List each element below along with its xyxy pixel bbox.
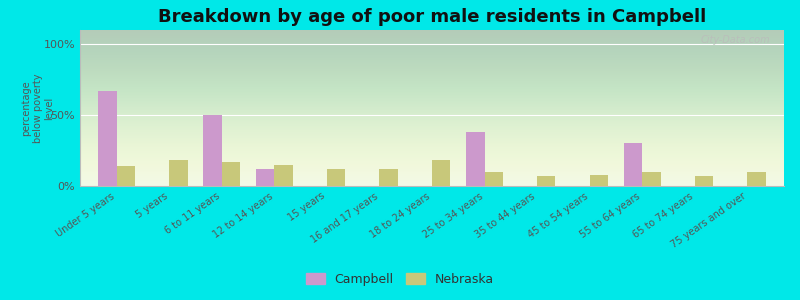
Bar: [222, 162, 240, 186]
Bar: [274, 165, 293, 186]
Text: City-Data.com: City-Data.com: [700, 35, 770, 45]
Bar: [694, 176, 713, 186]
Bar: [537, 176, 555, 186]
Bar: [590, 175, 608, 186]
Bar: [170, 160, 188, 186]
Bar: [117, 166, 135, 186]
Bar: [432, 160, 450, 186]
Bar: [747, 172, 766, 186]
Bar: [327, 169, 346, 186]
Title: Breakdown by age of poor male residents in Campbell: Breakdown by age of poor male residents …: [158, 8, 706, 26]
Bar: [624, 143, 642, 186]
Bar: [203, 115, 222, 186]
Bar: [485, 172, 503, 186]
Bar: [642, 172, 661, 186]
Bar: [98, 91, 117, 186]
Bar: [379, 169, 398, 186]
Legend: Campbell, Nebraska: Campbell, Nebraska: [301, 268, 499, 291]
Bar: [256, 169, 274, 186]
Bar: [466, 132, 485, 186]
Y-axis label: percentage
below poverty
level: percentage below poverty level: [22, 73, 54, 143]
